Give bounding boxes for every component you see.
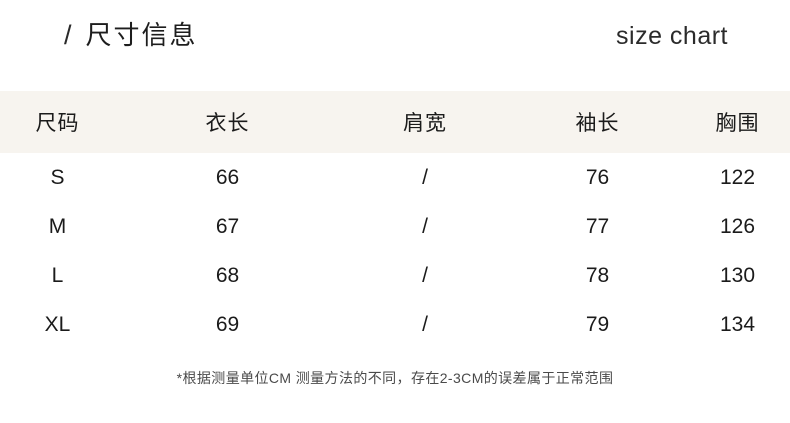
- table-row: M 67 / 77 126: [0, 202, 790, 251]
- page-header: / 尺寸信息 size chart: [0, 0, 790, 91]
- measurement-footnote: *根据测量单位CM 测量方法的不同，存在2-3CM的误差属于正常范围: [176, 370, 614, 386]
- page-title-english: size chart: [616, 22, 728, 50]
- cell-shoulder: /: [422, 263, 428, 287]
- cell-length: 67: [215, 214, 240, 238]
- cell-length: 66: [215, 165, 240, 189]
- table-header: 尺码 衣长 肩宽 袖长 胸围: [0, 91, 790, 153]
- table-body: S 66 / 76 122 M 67 / 77 126 L 68 / 78 13…: [0, 153, 790, 349]
- cell-shoulder: /: [422, 165, 428, 189]
- cell-sleeve: 77: [585, 214, 610, 238]
- cell-length: 68: [215, 263, 240, 287]
- column-header-length: 衣长: [205, 112, 250, 135]
- column-header-bust: 胸围: [715, 112, 760, 135]
- cell-size: L: [51, 263, 64, 287]
- table-header-row: 尺码 衣长 肩宽 袖长 胸围: [0, 91, 790, 153]
- size-chart-table: 尺码 衣长 肩宽 袖长 胸围 S 66 / 76 122 M 67 / 77 1…: [0, 91, 790, 349]
- cell-bust: 122: [719, 165, 756, 189]
- cell-size: XL: [44, 312, 71, 336]
- table-row: S 66 / 76 122: [0, 153, 790, 202]
- table-row: XL 69 / 79 134: [0, 300, 790, 349]
- cell-bust: 134: [719, 312, 756, 336]
- cell-size: S: [50, 165, 65, 189]
- column-header-shoulder: 肩宽: [403, 112, 447, 135]
- cell-length: 69: [215, 312, 240, 336]
- column-header-size: 尺码: [35, 112, 80, 135]
- cell-bust: 126: [719, 214, 756, 238]
- cell-size: M: [48, 214, 67, 238]
- page-title: / 尺寸信息: [64, 22, 198, 49]
- page-title-text: 尺寸信息: [85, 20, 198, 50]
- cell-shoulder: /: [422, 214, 428, 238]
- slash-separator-icon: /: [64, 20, 72, 50]
- cell-sleeve: 79: [585, 312, 610, 336]
- column-header-sleeve: 袖长: [575, 112, 620, 135]
- cell-sleeve: 78: [585, 263, 610, 287]
- table-row: L 68 / 78 130: [0, 251, 790, 300]
- cell-sleeve: 76: [585, 165, 610, 189]
- cell-shoulder: /: [422, 312, 428, 336]
- cell-bust: 130: [719, 263, 756, 287]
